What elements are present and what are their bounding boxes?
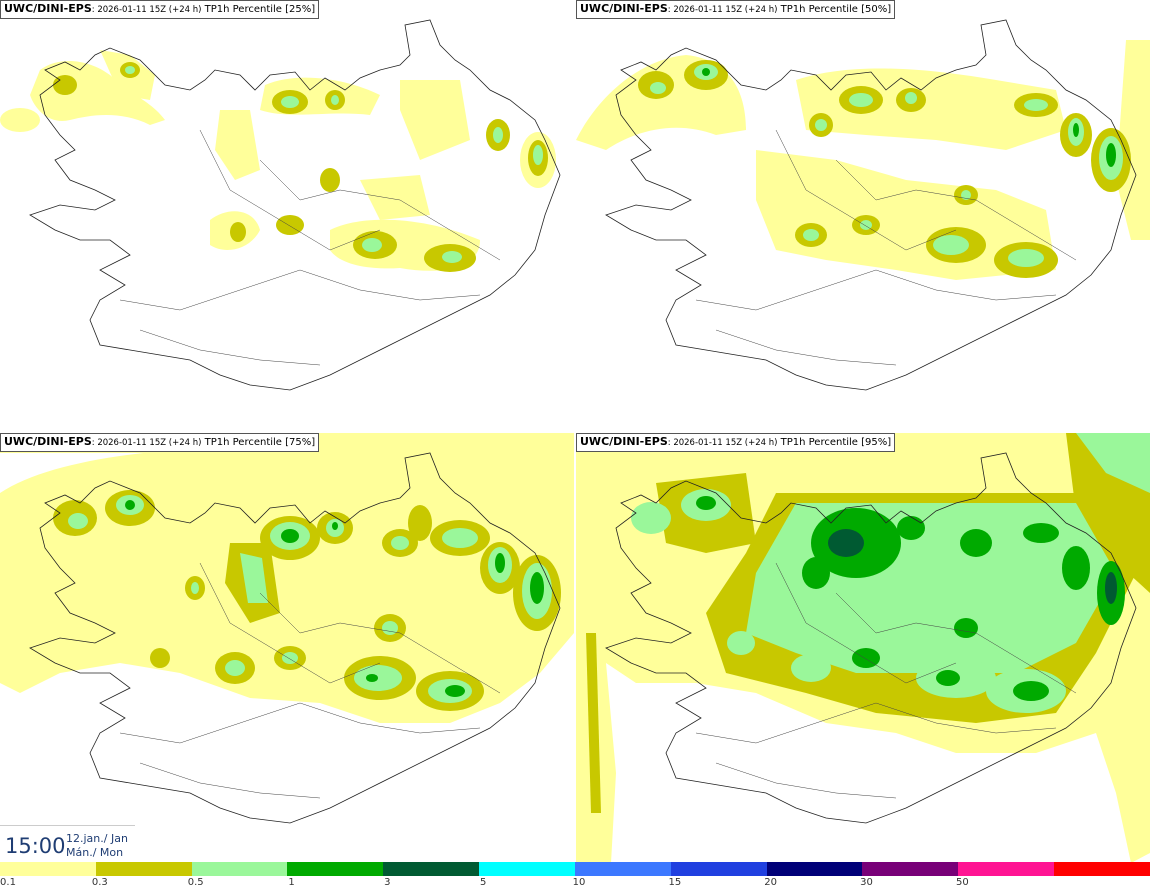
- valid-date-line2: Mán./ Mon: [66, 846, 124, 859]
- map-panel-p25: UWC/DINI-EPS: 2026-01-11 15Z (+24 h) TP1…: [0, 0, 574, 430]
- precip-field: [0, 433, 574, 723]
- panel-title: UWC/DINI-EPS: 2026-01-11 15Z (+24 h) TP1…: [576, 433, 896, 452]
- legend-swatch: [383, 862, 480, 876]
- coastline-outline: [29, 19, 561, 391]
- legend-swatch: [1054, 862, 1150, 876]
- valid-hour: 15:00: [5, 834, 66, 858]
- legend-tick-label: 30: [860, 877, 873, 888]
- legend-tick-label: 0.5: [187, 877, 204, 888]
- map-panel-p95: UWC/DINI-EPS: 2026-01-11 15Z (+24 h) TP1…: [576, 433, 1150, 863]
- color-legend: 0.1 0.3 0.5 1 3 5 10 15 20 30 50: [0, 862, 1150, 891]
- legend-tick-label: 3: [384, 877, 391, 888]
- legend-tick-label: 15: [668, 877, 682, 888]
- run-time: : 2026-01-11 15Z (+24 h): [91, 438, 202, 448]
- model-name: UWC/DINI-EPS: [580, 2, 668, 15]
- legend-tick-label: 5: [479, 877, 487, 888]
- field-name: TP1h Percentile [50%]: [777, 4, 892, 15]
- precip-map-p95: [576, 433, 1150, 863]
- legend-swatch: [670, 862, 767, 876]
- legend-swatch: [0, 862, 96, 876]
- run-time: : 2026-01-11 15Z (+24 h): [667, 5, 778, 15]
- precip-map-p75: [0, 433, 574, 824]
- precip-field: [0, 50, 556, 272]
- legend-color-bar: [0, 862, 1150, 876]
- legend-swatch: [862, 862, 959, 876]
- panel-title: UWC/DINI-EPS: 2026-01-11 15Z (+24 h) TP1…: [0, 0, 320, 19]
- model-name: UWC/DINI-EPS: [4, 2, 92, 15]
- panel-title: UWC/DINI-EPS: 2026-01-11 15Z (+24 h) TP1…: [0, 433, 320, 452]
- road-network: [119, 129, 501, 366]
- legend-tick-label: 50: [955, 877, 969, 888]
- field-name: TP1h Percentile [25%]: [201, 4, 316, 15]
- field-name: TP1h Percentile [95%]: [777, 437, 892, 448]
- valid-time-box: 15:00 12.jan./ Jan Mán./ Mon: [0, 825, 135, 863]
- coastline-outline: [605, 19, 1137, 391]
- run-time: : 2026-01-11 15Z (+24 h): [667, 438, 778, 448]
- legend-swatch: [574, 862, 671, 876]
- legend-swatch: [287, 862, 384, 876]
- legend-tick-label: 0.3: [91, 877, 108, 888]
- precip-map-p25: [0, 19, 561, 391]
- legend-tick-label: 1: [288, 877, 295, 888]
- precip-field: [576, 40, 1150, 280]
- legend-tick-label: 20: [764, 877, 778, 888]
- legend-tick-label: 0.1: [0, 877, 16, 888]
- precip-map-p50: [576, 19, 1150, 391]
- legend-swatch: [766, 862, 863, 876]
- panel-title: UWC/DINI-EPS: 2026-01-11 15Z (+24 h) TP1…: [576, 0, 896, 19]
- model-name: UWC/DINI-EPS: [4, 435, 92, 448]
- legend-swatch: [958, 862, 1055, 876]
- legend-swatch: [191, 862, 288, 876]
- run-time: : 2026-01-11 15Z (+24 h): [91, 5, 202, 15]
- precip-field: [576, 433, 1150, 863]
- legend-swatch: [479, 862, 575, 876]
- field-name: TP1h Percentile [75%]: [201, 437, 316, 448]
- model-name: UWC/DINI-EPS: [580, 435, 668, 448]
- map-panel-p50: UWC/DINI-EPS: 2026-01-11 15Z (+24 h) TP1…: [576, 0, 1150, 430]
- legend-tick-label: 10: [572, 877, 586, 888]
- coastline-outline: [605, 452, 1137, 824]
- legend-swatch: [95, 862, 192, 876]
- valid-date-line1: 12.jan./ Jan: [66, 832, 128, 845]
- coastline-outline: [29, 452, 561, 824]
- map-panel-p75: UWC/DINI-EPS: 2026-01-11 15Z (+24 h) TP1…: [0, 433, 574, 863]
- road-network: [119, 562, 501, 799]
- road-network: [695, 129, 1077, 366]
- valid-date: 12.jan./ Jan Mán./ Mon: [66, 832, 128, 860]
- road-network: [695, 562, 1077, 799]
